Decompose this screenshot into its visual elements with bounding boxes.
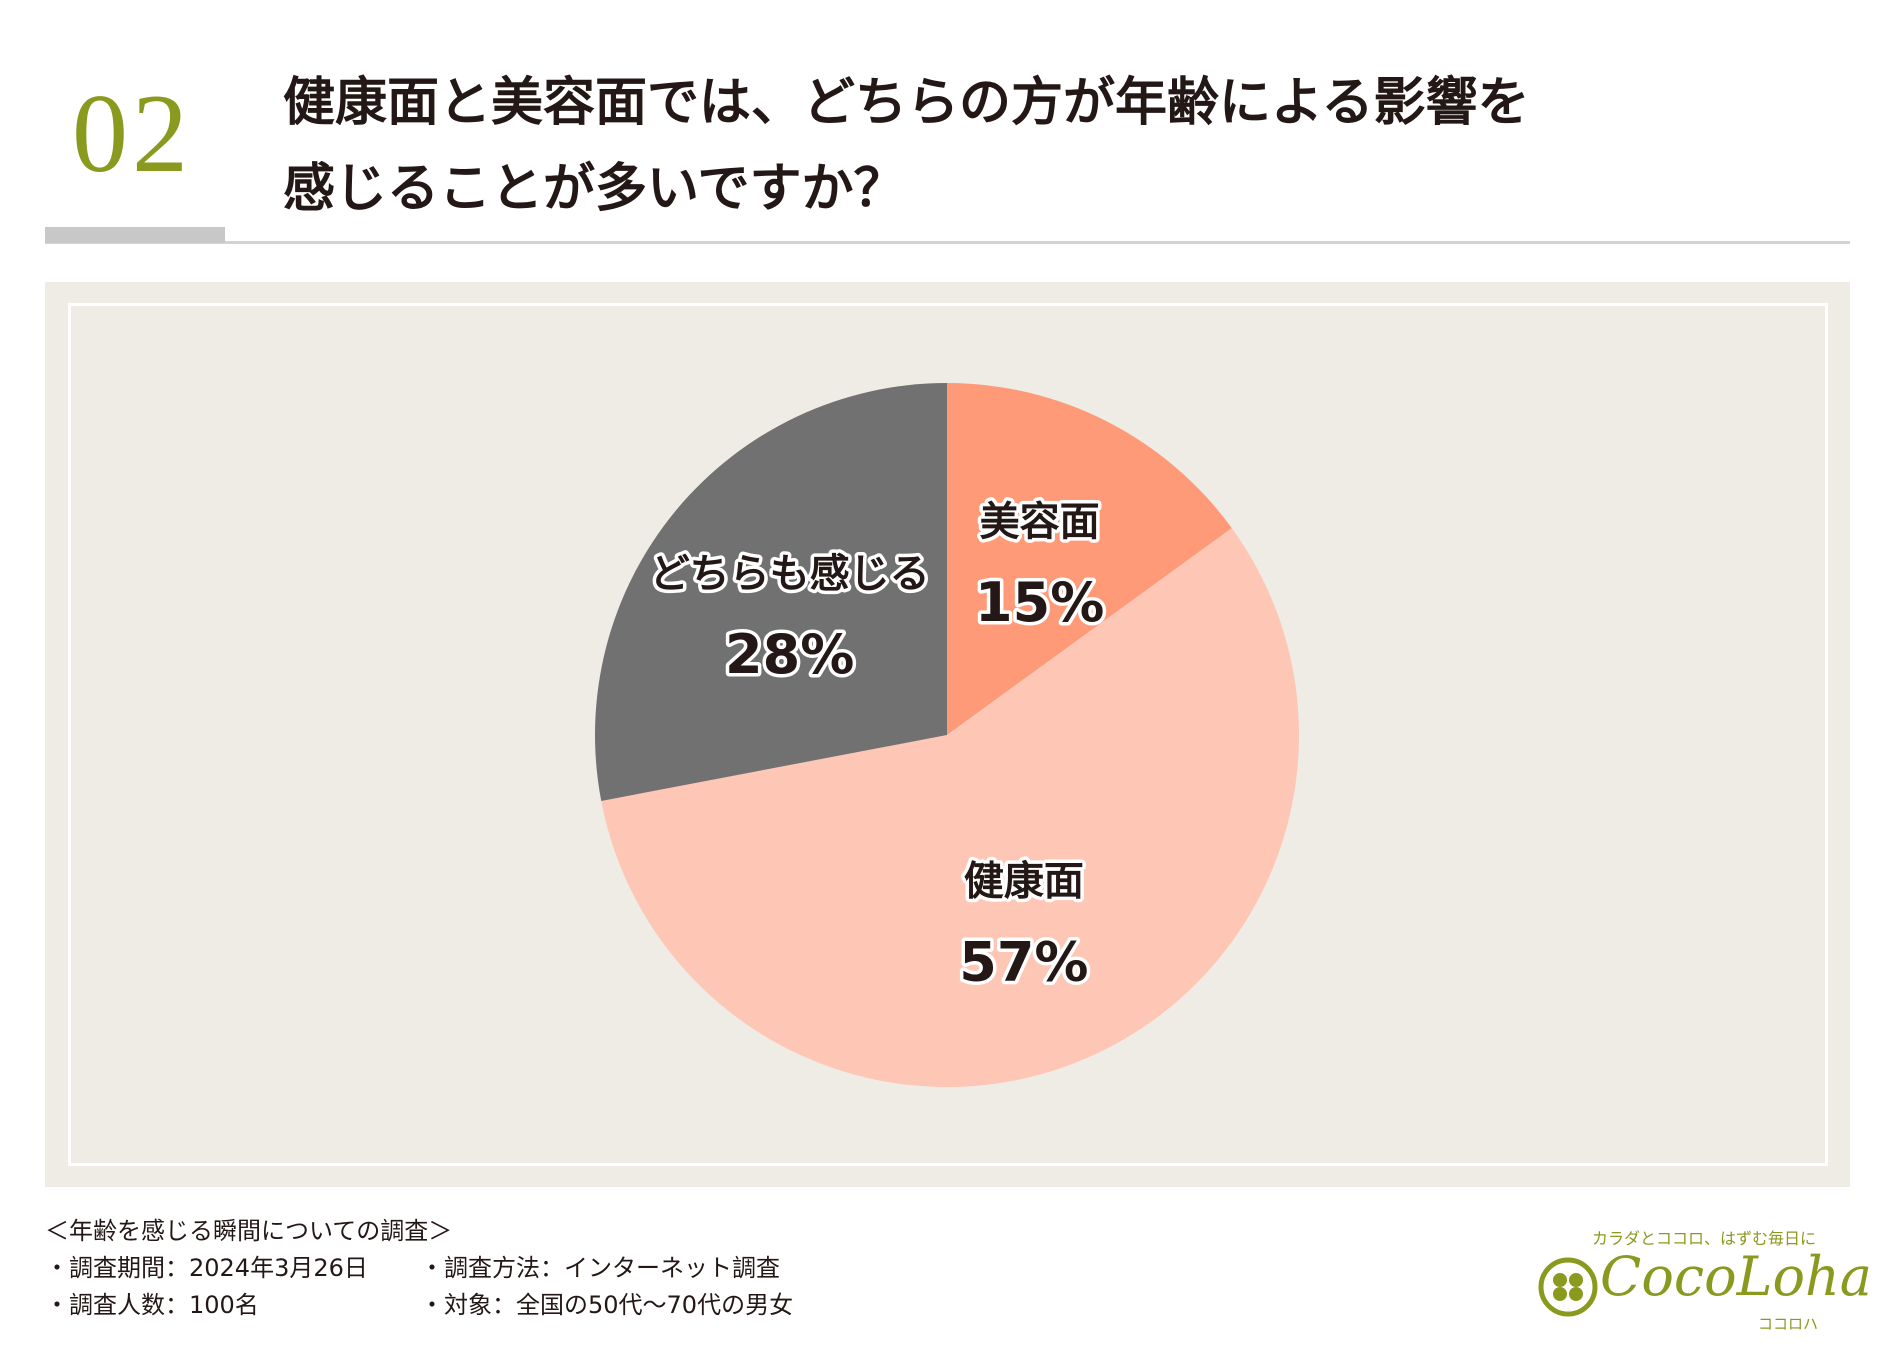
question-number: 02	[72, 72, 192, 196]
brand-logo: カラダとココロ、はずむ毎日に CocoLoha ココロハ	[1530, 1225, 1872, 1335]
pie-slice	[594, 383, 947, 801]
survey-method: ・調査方法：インターネット調査	[420, 1254, 780, 1282]
survey-period: ・調査期間：2024年3月26日	[45, 1254, 368, 1282]
clover-icon	[1538, 1257, 1598, 1317]
pie-slices	[594, 383, 1300, 1087]
pie-labels: 美容面 15% 健康面 57% どちらも感じる 28%	[646, 496, 1108, 998]
slice-category-label: どちらも感じる	[650, 551, 930, 597]
slice-category-label: 健康面	[964, 859, 1084, 905]
chart-panel-frame	[68, 303, 1828, 1166]
logo-brand: CocoLoha	[1600, 1245, 1872, 1308]
title-underline-accent	[45, 227, 225, 243]
title-underline	[45, 241, 1850, 244]
title-line-2: 感じることが多いですか？	[283, 158, 906, 219]
title-line-1: 健康面と美容面では、どちらの方が年齢による影響を	[283, 72, 1530, 133]
survey-target: ・対象：全国の50代〜70代の男女	[420, 1291, 794, 1319]
survey-title: ＜年齢を感じる瞬間についての調査＞	[45, 1217, 453, 1245]
survey-respondents: ・調査人数：100名	[45, 1291, 259, 1319]
survey-footer: ＜年齢を感じる瞬間についての調査＞ ・調査期間：2024年3月26日 ・調査方法…	[45, 1213, 793, 1324]
logo-kana: ココロハ	[1758, 1315, 1819, 1333]
pie-slice	[601, 528, 1300, 1087]
slice-value-label: 57%	[959, 931, 1088, 994]
slice-value-label: 15%	[975, 571, 1104, 634]
logo-tagline: カラダとココロ、はずむ毎日に	[1592, 1229, 1817, 1248]
slice-value-label: 28%	[725, 623, 854, 686]
slice-category-label: 美容面	[980, 499, 1100, 545]
pie-slice	[947, 383, 1232, 735]
page-title: 健康面と美容面では、どちらの方が年齢による影響を 感じることが多いですか？	[283, 60, 1843, 232]
